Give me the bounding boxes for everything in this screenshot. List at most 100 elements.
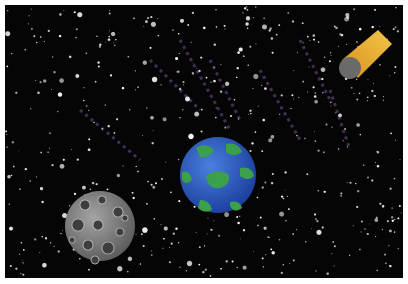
star xyxy=(88,110,89,111)
star xyxy=(31,28,33,30)
star xyxy=(271,182,273,184)
star xyxy=(210,275,212,277)
star xyxy=(329,60,331,62)
star xyxy=(117,266,122,271)
star xyxy=(253,88,254,89)
star xyxy=(239,216,240,217)
star xyxy=(376,217,378,219)
star xyxy=(395,140,396,141)
star xyxy=(151,22,156,27)
crater xyxy=(98,196,106,204)
star xyxy=(142,135,143,136)
star xyxy=(6,134,7,135)
star xyxy=(198,70,200,72)
star xyxy=(149,47,151,49)
star xyxy=(54,246,55,247)
star xyxy=(13,166,15,168)
star xyxy=(271,135,275,139)
star xyxy=(187,24,189,26)
star xyxy=(128,257,132,261)
star xyxy=(388,245,389,246)
star xyxy=(272,251,275,254)
star xyxy=(306,173,308,175)
star xyxy=(332,241,334,243)
star xyxy=(62,230,63,231)
star xyxy=(246,16,250,20)
star xyxy=(153,130,154,131)
star xyxy=(98,66,100,68)
star xyxy=(187,261,192,266)
star xyxy=(69,205,70,206)
star xyxy=(88,148,91,151)
star xyxy=(382,229,383,230)
star xyxy=(6,146,7,147)
star xyxy=(63,159,65,161)
star xyxy=(51,164,53,166)
star xyxy=(147,17,149,19)
star xyxy=(215,9,216,10)
star xyxy=(170,191,172,193)
star xyxy=(293,259,295,261)
star xyxy=(394,178,396,180)
star xyxy=(395,26,397,28)
star xyxy=(261,150,263,152)
star xyxy=(244,7,246,9)
star xyxy=(330,106,331,107)
star xyxy=(297,52,298,53)
star xyxy=(359,249,361,251)
star xyxy=(322,92,324,94)
star xyxy=(384,254,386,256)
star xyxy=(29,180,31,182)
star xyxy=(224,127,226,129)
star xyxy=(41,201,43,203)
star xyxy=(371,179,373,181)
star xyxy=(264,227,267,230)
star xyxy=(225,260,227,262)
star xyxy=(270,248,272,250)
star xyxy=(96,183,98,185)
star xyxy=(383,100,384,101)
star xyxy=(24,49,26,51)
star xyxy=(201,109,203,111)
star xyxy=(77,12,82,17)
star xyxy=(323,151,325,153)
star xyxy=(155,182,157,184)
star xyxy=(236,216,238,218)
star xyxy=(371,90,373,92)
star xyxy=(379,203,381,205)
star xyxy=(137,86,139,88)
star xyxy=(357,190,359,192)
star xyxy=(313,34,316,37)
star xyxy=(99,46,101,48)
crater xyxy=(113,207,123,217)
star xyxy=(178,33,180,35)
star xyxy=(296,229,297,230)
star xyxy=(196,232,197,233)
star xyxy=(377,151,380,154)
star xyxy=(92,182,95,185)
star xyxy=(75,74,79,78)
star xyxy=(279,239,281,241)
crater xyxy=(91,256,99,264)
star xyxy=(82,186,86,190)
star xyxy=(135,166,136,167)
crater xyxy=(116,228,124,236)
star xyxy=(206,77,208,79)
star xyxy=(397,30,399,32)
star xyxy=(276,34,278,36)
star xyxy=(214,67,215,68)
star xyxy=(240,239,241,240)
star xyxy=(136,234,137,235)
star xyxy=(28,23,29,24)
star xyxy=(49,148,50,149)
star xyxy=(109,30,110,31)
star xyxy=(175,227,177,229)
star xyxy=(315,218,317,220)
star xyxy=(52,56,53,57)
star xyxy=(19,188,21,190)
star xyxy=(151,184,153,186)
star xyxy=(398,248,399,249)
star xyxy=(40,152,42,154)
star xyxy=(5,130,7,132)
star xyxy=(49,133,50,134)
